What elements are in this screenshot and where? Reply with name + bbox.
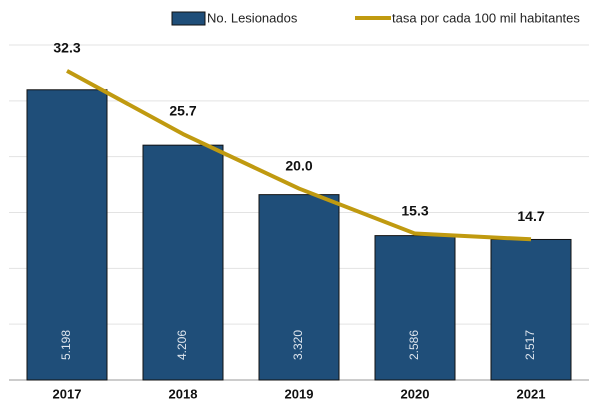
x-tick-label: 2020 (401, 386, 430, 401)
line-value-label: 32.3 (53, 40, 80, 56)
legend-swatch (171, 11, 206, 26)
bar (374, 235, 456, 381)
bar-value-label: 3.320 (291, 330, 305, 360)
legend-label: No. Lesionados (207, 10, 298, 25)
x-tick-label: 2021 (517, 386, 546, 401)
bar-value-label: 5.198 (59, 330, 73, 360)
x-tick-label: 2019 (285, 386, 314, 401)
bar (26, 89, 108, 381)
line-value-label: 20.0 (285, 157, 312, 173)
bar (490, 238, 572, 381)
bar (258, 194, 340, 381)
legend-label: tasa por cada 100 mil habitantes (392, 10, 580, 25)
line-value-label: 25.7 (169, 103, 196, 119)
line-value-label: 14.7 (517, 208, 544, 224)
bar (142, 144, 224, 381)
bar-value-label: 4.206 (175, 330, 189, 360)
bar-value-label: 2.586 (407, 330, 421, 360)
x-tick-label: 2017 (53, 386, 82, 401)
x-tick-label: 2018 (169, 386, 198, 401)
line (66, 69, 532, 242)
bar-value-label: 2.517 (523, 330, 537, 360)
line-value-label: 15.3 (401, 202, 428, 218)
